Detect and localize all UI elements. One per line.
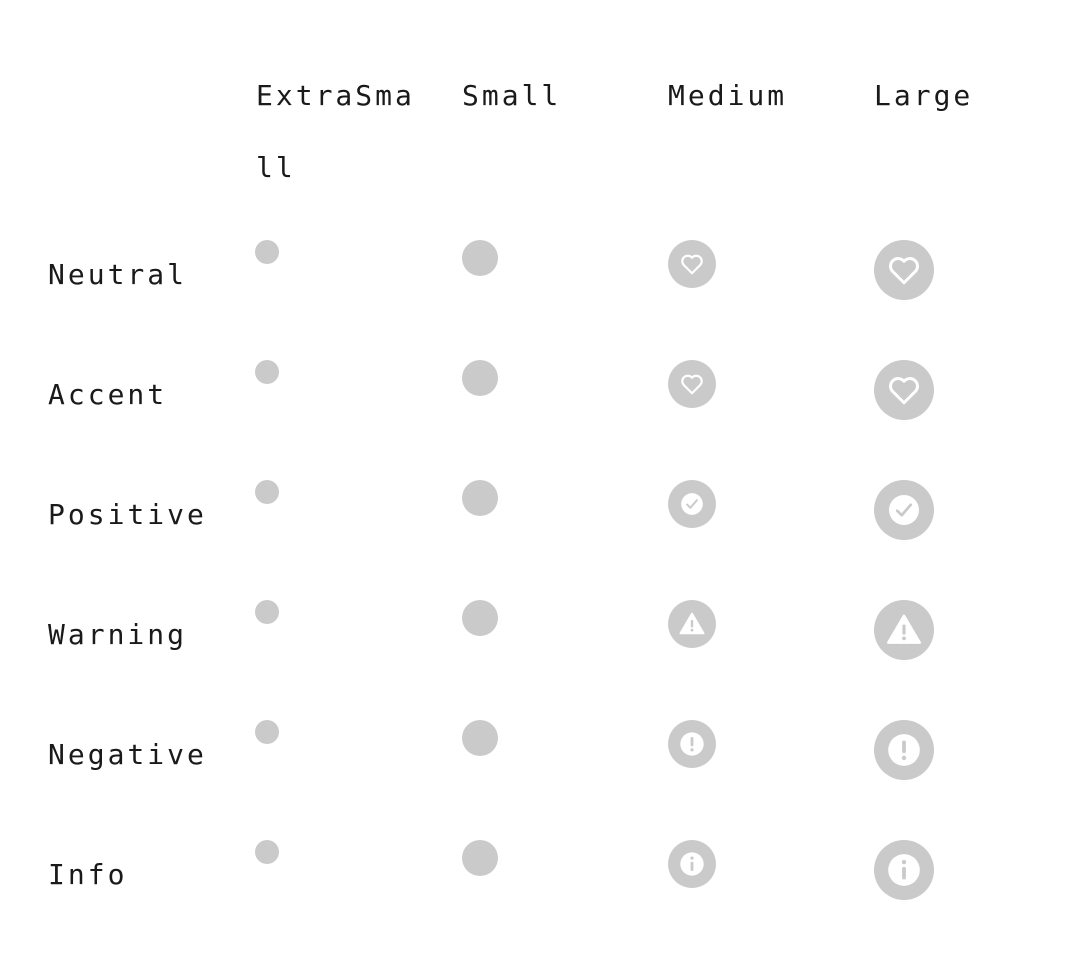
badge-accent-large xyxy=(874,360,934,420)
heart-icon xyxy=(681,374,703,395)
badge-warning-extra-small xyxy=(255,600,279,624)
badge-info-extra-small xyxy=(255,840,279,864)
checkmark-icon xyxy=(681,493,703,515)
warning-triangle-icon xyxy=(679,612,705,635)
badge-neutral-medium xyxy=(668,240,716,288)
row-label-info: Info xyxy=(48,858,128,891)
badge-warning-small xyxy=(462,600,498,636)
warning-triangle-icon xyxy=(886,614,922,644)
heart-icon xyxy=(889,257,919,285)
info-icon xyxy=(680,852,704,876)
info-icon xyxy=(888,854,920,886)
badge-positive-large xyxy=(874,480,934,540)
exclamation-icon xyxy=(680,732,704,756)
badge-neutral-small xyxy=(462,240,498,276)
badge-positive-medium xyxy=(668,480,716,528)
column-header-large: Large xyxy=(874,79,974,112)
badge-accent-extra-small xyxy=(255,360,279,384)
row-label-positive: Positive xyxy=(48,498,207,531)
badge-positive-extra-small xyxy=(255,480,279,504)
column-header-small: Small xyxy=(462,79,562,112)
badge-warning-medium xyxy=(668,600,716,648)
badge-neutral-large xyxy=(874,240,934,300)
row-label-negative: Negative xyxy=(48,738,207,771)
badge-negative-small xyxy=(462,720,498,756)
column-header-extra-small: ExtraSmall xyxy=(256,79,415,184)
badge-neutral-extra-small xyxy=(255,240,279,264)
badge-positive-small xyxy=(462,480,498,516)
badge-accent-small xyxy=(462,360,498,396)
badge-info-medium xyxy=(668,840,716,888)
column-header-medium: Medium xyxy=(668,79,788,112)
row-label-warning: Warning xyxy=(48,618,188,651)
checkmark-icon xyxy=(889,495,919,525)
badge-negative-large xyxy=(874,720,934,780)
row-label-accent: Accent xyxy=(48,378,168,411)
exclamation-icon xyxy=(888,734,920,766)
row-label-neutral: Neutral xyxy=(48,258,188,291)
badge-info-large xyxy=(874,840,934,900)
heart-icon xyxy=(889,377,919,405)
badge-accent-medium xyxy=(668,360,716,408)
heart-icon xyxy=(681,254,703,275)
badge-info-small xyxy=(462,840,498,876)
badge-warning-large xyxy=(874,600,934,660)
badge-negative-medium xyxy=(668,720,716,768)
badge-negative-extra-small xyxy=(255,720,279,744)
